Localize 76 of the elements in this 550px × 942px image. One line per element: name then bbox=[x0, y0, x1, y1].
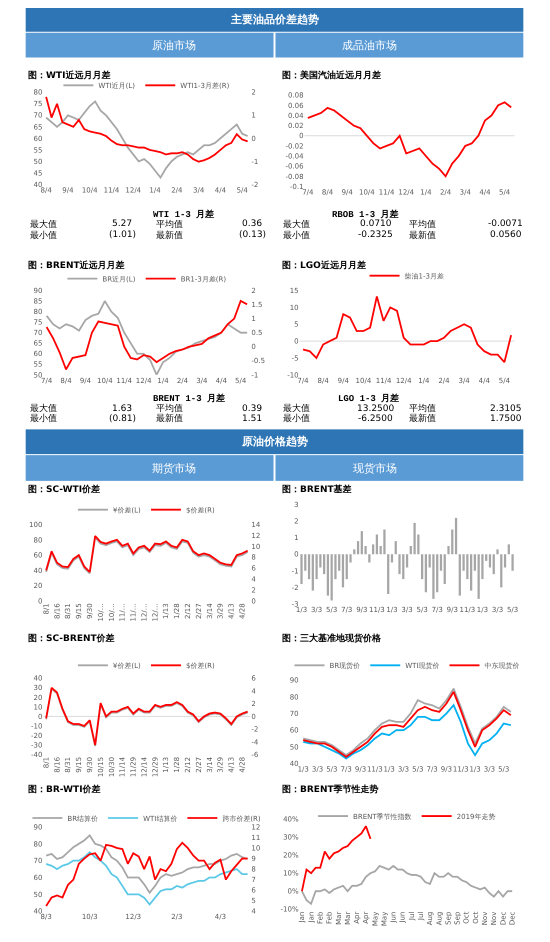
chart-title: 图：WTI近远月月差 bbox=[28, 70, 110, 81]
bar bbox=[360, 531, 363, 554]
text: 现货市场 bbox=[353, 462, 397, 475]
text: 最小值 bbox=[283, 413, 310, 424]
text: 2.3105 bbox=[490, 404, 522, 414]
text: WTI 1-3 月差 bbox=[153, 209, 214, 220]
text: -6.2500 bbox=[358, 414, 394, 424]
text: 最小值 bbox=[30, 230, 57, 241]
text: 0.0560 bbox=[490, 230, 522, 240]
text: 平均值 bbox=[156, 219, 183, 230]
text: 5.27 bbox=[112, 219, 132, 229]
bar bbox=[508, 544, 510, 554]
text: LGO 1-3 月差 bbox=[338, 393, 400, 404]
text: 13.2500 bbox=[357, 404, 394, 414]
text: 成品油市场 bbox=[342, 39, 397, 52]
bar bbox=[478, 554, 480, 599]
bar bbox=[312, 554, 314, 591]
text: 最新值 bbox=[409, 413, 436, 424]
line-series bbox=[45, 96, 249, 163]
chart-title: 图：SC-BRENT价差 bbox=[28, 633, 115, 644]
text: 最大值 bbox=[30, 403, 57, 414]
bar bbox=[458, 554, 461, 596]
text: -0.2325 bbox=[358, 230, 393, 240]
text: 最小值 bbox=[30, 413, 57, 424]
text: 0.39 bbox=[242, 404, 262, 414]
bar bbox=[444, 554, 446, 584]
chart-title: 图：BRENT季节性走势 bbox=[282, 784, 379, 795]
text: 最新值 bbox=[156, 230, 183, 241]
line-series bbox=[306, 101, 512, 178]
text: 最新值 bbox=[156, 413, 183, 424]
text: 平均值 bbox=[409, 403, 436, 414]
chart-title: 图：美国汽油近远月月差 bbox=[282, 70, 381, 81]
text: (0.81) bbox=[109, 414, 136, 424]
line-series bbox=[301, 865, 514, 905]
chart-title: 图：SC-WTI价差 bbox=[28, 484, 100, 495]
text: 最新值 bbox=[409, 230, 436, 241]
text: RBOB 1-3 月差 bbox=[332, 209, 399, 220]
bar bbox=[394, 541, 397, 554]
bar bbox=[387, 554, 390, 594]
line-series bbox=[45, 842, 249, 907]
chart-title: 图：BR-WTI价差 bbox=[28, 784, 101, 795]
text: 原油价格趋势 bbox=[241, 435, 308, 448]
line-series bbox=[302, 704, 512, 760]
chart-title: 图：三大基准地现货价格 bbox=[282, 633, 382, 644]
line-series bbox=[302, 296, 512, 364]
text: 0.36 bbox=[242, 219, 262, 229]
bar bbox=[368, 554, 370, 563]
bar bbox=[470, 554, 472, 591]
bar bbox=[402, 554, 404, 580]
text: 原油市场 bbox=[152, 39, 196, 52]
text: 平均值 bbox=[156, 403, 183, 414]
line-series bbox=[45, 834, 249, 894]
text: 期货市场 bbox=[152, 462, 196, 475]
bar bbox=[500, 554, 502, 588]
line-series bbox=[45, 851, 249, 906]
text: 1.7500 bbox=[490, 414, 522, 424]
text: 1.51 bbox=[242, 414, 262, 424]
text: 1.63 bbox=[112, 404, 132, 414]
chart-title: 图：BRENT基差 bbox=[282, 484, 352, 495]
line-series bbox=[301, 825, 372, 892]
text: -0.0071 bbox=[488, 219, 523, 229]
bar bbox=[492, 554, 495, 574]
text: 平均值 bbox=[409, 219, 436, 230]
text: 最大值 bbox=[30, 219, 57, 230]
text: (1.01) bbox=[109, 230, 136, 240]
text: 最小值 bbox=[283, 230, 310, 241]
text: (0.13) bbox=[239, 230, 266, 240]
bar bbox=[330, 554, 333, 601]
chart-title: 图：BRENT近远月月差 bbox=[28, 260, 125, 271]
text: 最大值 bbox=[283, 403, 310, 414]
text: 最大值 bbox=[283, 219, 310, 230]
text: 主要油品价差趋势 bbox=[230, 13, 319, 26]
chart-title: 图：LGO近远月月差 bbox=[282, 260, 366, 271]
text: BRENT 1-3 月差 bbox=[153, 393, 226, 404]
text: 0.0710 bbox=[360, 219, 392, 229]
line-series bbox=[45, 100, 249, 178]
